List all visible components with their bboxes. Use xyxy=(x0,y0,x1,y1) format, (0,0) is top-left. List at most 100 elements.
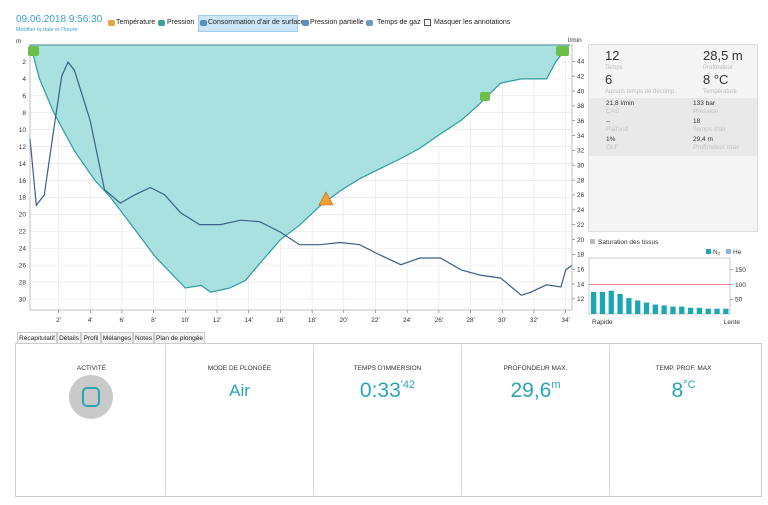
card-value: 0:33'42 xyxy=(314,379,461,403)
checkbox[interactable] xyxy=(424,19,431,26)
end-marker xyxy=(556,46,569,56)
dive-date[interactable]: 09.06.2018 9:56:30 xyxy=(16,14,103,25)
tab[interactable]: Récapitulatif xyxy=(17,332,57,343)
info-value: 6 xyxy=(605,72,613,87)
y2-axis-label: l/min xyxy=(568,37,582,44)
warning-marker xyxy=(318,191,334,206)
activity-icon xyxy=(69,375,113,419)
card: PROFONDEUR MAX. 29,6m xyxy=(462,345,610,495)
bar xyxy=(714,308,720,314)
toolbar-button[interactable]: Pression xyxy=(167,19,195,26)
tab[interactable]: Mélanges xyxy=(101,332,133,343)
y-tick-label: 4 xyxy=(22,76,26,83)
bar xyxy=(696,307,703,314)
tab[interactable]: Détails xyxy=(57,332,81,343)
partial-pressure-icon xyxy=(302,20,309,26)
y2-tick-label: 24 xyxy=(577,207,585,214)
toolbar-button[interactable]: Température xyxy=(116,19,156,26)
tab[interactable]: Profil xyxy=(81,332,101,343)
edit-date-link[interactable]: Modifier la date et l'heure xyxy=(16,27,78,33)
info-value: 28,5 m xyxy=(703,48,743,63)
info-label: Aucuns temps de décomp. xyxy=(605,89,677,95)
y2-tick-label: 36 xyxy=(577,118,585,125)
x-tick-label: 2' xyxy=(56,317,61,324)
y2-tick-label: 40 xyxy=(577,88,585,95)
y-tick-label: 16 xyxy=(19,178,27,185)
bar xyxy=(661,305,667,314)
info-label: Temps xyxy=(605,65,623,71)
info-row-label: Profondeur max xyxy=(693,144,740,151)
depth-area xyxy=(29,44,570,293)
card-title: ACTIVITÉ xyxy=(76,365,107,372)
y-tick-label: 30 xyxy=(19,296,27,303)
value-unit: m xyxy=(551,379,561,391)
y-tick-label: 18 xyxy=(19,195,27,202)
card: TEMPS D'IMMERSION 0:33'42 xyxy=(314,345,462,495)
activity-glyph xyxy=(82,387,100,407)
x-tick-label: 12' xyxy=(213,317,221,324)
plot-border xyxy=(29,44,573,311)
toolbar-button[interactable]: Pression partielle xyxy=(310,19,364,26)
x-tick-label: 28' xyxy=(466,317,474,324)
legend-label: N₂ xyxy=(713,249,721,256)
card: TEMP. PROF. MAX 8°C xyxy=(610,345,757,495)
toolbar-highlight xyxy=(198,15,298,32)
pressure-icon xyxy=(158,20,165,26)
start-marker xyxy=(28,46,39,56)
consumption-icon xyxy=(200,20,207,26)
info-row-value: 18 xyxy=(693,118,701,125)
info-row-label: Plafond xyxy=(606,126,629,133)
info-row-label: Temps d'air xyxy=(693,126,727,133)
y2-tick-label: 22 xyxy=(577,222,585,229)
x-tick-label: 30' xyxy=(498,317,506,324)
x-tick-label: 6' xyxy=(119,317,124,324)
x-tick-label: 10' xyxy=(181,317,189,324)
y-tick-label: 6 xyxy=(22,93,26,100)
y-tick-label: 28 xyxy=(19,279,27,286)
y2-tick-label: 34 xyxy=(577,133,585,140)
y-tick-label: 20 xyxy=(19,212,27,219)
x-tick-label: 22' xyxy=(371,317,379,324)
y-tick-label: 14 xyxy=(19,161,27,168)
y2-tick-label: 38 xyxy=(577,103,585,110)
toolbar-button[interactable]: Consommation d'air de surface xyxy=(208,19,305,26)
card-value: 8°C xyxy=(610,379,757,403)
y2-tick-label: 14 xyxy=(577,281,585,288)
info-label: Température xyxy=(703,89,737,95)
x-tick-label: 32' xyxy=(530,317,538,324)
info-row-value: 1% xyxy=(606,136,616,143)
info-row-label: Pression xyxy=(693,108,719,115)
info-value: 12 xyxy=(605,48,620,63)
bar xyxy=(608,290,614,314)
bar xyxy=(687,307,694,314)
gas-marker xyxy=(480,92,490,101)
card: ACTIVITÉ xyxy=(18,345,166,495)
card-value: Air xyxy=(229,381,250,400)
checkbox-label[interactable]: Masquer les annotations xyxy=(434,19,511,26)
value-main: 8 xyxy=(671,379,684,402)
value-main: 29,6 xyxy=(510,379,552,402)
tissue-plot xyxy=(588,257,731,315)
toolbar-button[interactable]: Temps de gaz xyxy=(377,19,421,26)
tab[interactable]: Plan de plongée xyxy=(154,332,205,343)
y-tick-label: 26 xyxy=(19,262,27,269)
title-swatch xyxy=(590,239,595,244)
bar xyxy=(635,300,641,314)
x-tick-label: 16' xyxy=(276,317,284,324)
y2-tick-label: 16 xyxy=(577,266,585,273)
info-rows-bg xyxy=(589,98,757,156)
info-row-value: -- xyxy=(606,118,611,125)
summary-panel xyxy=(15,343,762,497)
x-label: Rapide xyxy=(592,319,613,326)
y2-tick-label: 28 xyxy=(577,177,585,184)
x-label: Lente xyxy=(724,319,741,326)
card: MODE DE PLONGÉE Air xyxy=(166,345,314,495)
y-tick-label: 2 xyxy=(22,59,26,66)
info-row-label: CAS xyxy=(606,108,620,115)
info-value: 8 °C xyxy=(703,72,729,87)
y2-tick-label: 42 xyxy=(577,73,585,80)
legend-swatch xyxy=(706,249,711,254)
card-value: 29,6m xyxy=(462,379,609,403)
tab[interactable]: Notes xyxy=(133,332,154,343)
x-tick-label: 26' xyxy=(435,317,443,324)
